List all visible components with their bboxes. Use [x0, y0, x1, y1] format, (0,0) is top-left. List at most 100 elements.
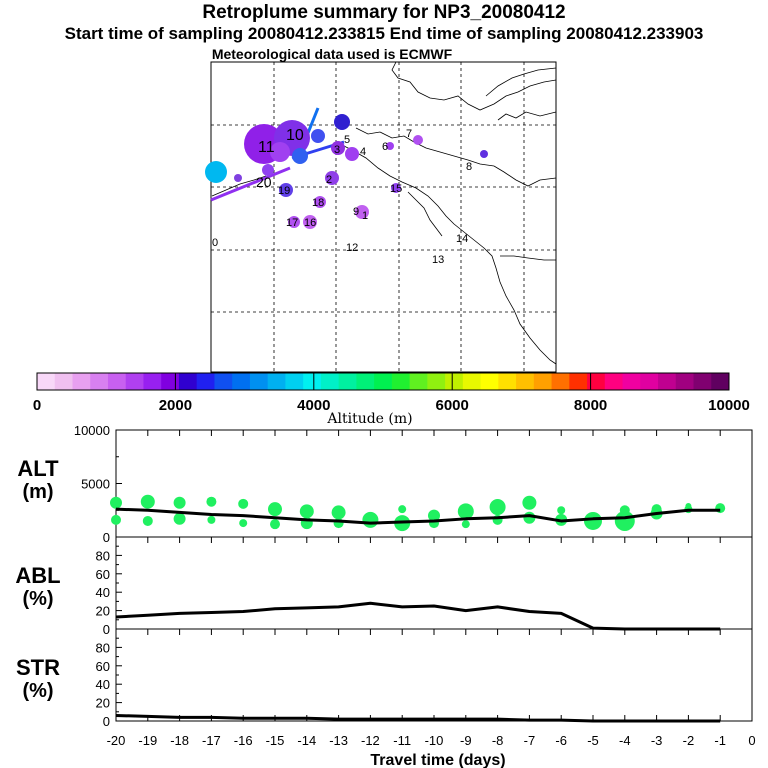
x-axis-label: Travel time (days): [370, 752, 505, 768]
plume-circle: [288, 216, 300, 228]
plume-label: 1: [362, 210, 368, 222]
colorbar-swatch: [427, 373, 446, 390]
plume-circle: [292, 148, 308, 164]
x-tick-label: -19: [138, 733, 157, 748]
plume-circle: [303, 215, 317, 229]
plume-label: 7: [406, 128, 412, 140]
panel-ylabel-alt: ALT: [17, 456, 59, 481]
panel-frame-abl: [115, 536, 753, 630]
plume-label: 3: [334, 144, 340, 156]
plume-label: 9: [353, 206, 359, 218]
colorbar-swatch: [498, 373, 517, 390]
alt-spread-bubble: [111, 514, 121, 525]
y-tick-label: 0: [103, 530, 110, 545]
colorbar-label: Altitude (m): [326, 411, 412, 427]
y-tick-label: 10000: [74, 423, 110, 438]
colorbar-swatch: [409, 373, 428, 390]
colorbar-swatch: [249, 373, 269, 390]
series-line-str: [115, 713, 721, 723]
y-tick-label: 80: [96, 640, 110, 655]
alt-spread-bubble: [206, 496, 217, 507]
x-tick-label: -12: [361, 733, 380, 748]
x-tick-label: -17: [202, 733, 221, 748]
sampling-times: Start time of sampling 20080412.233815 E…: [64, 24, 704, 43]
colorbar-swatch: [445, 373, 464, 390]
y-tick-label: 40: [96, 677, 110, 692]
y-tick-label: 0: [103, 714, 110, 729]
x-tick-label: -20: [107, 733, 126, 748]
trajectory-line-purple: [210, 166, 291, 202]
alt-spread-bubble: [110, 496, 122, 509]
colorbar-frame: [36, 372, 730, 391]
colorbar-swatch: [604, 373, 624, 390]
colorbar-swatch: [533, 373, 553, 390]
colorbar-swatch: [54, 373, 73, 390]
alt-spread-bubble: [142, 515, 153, 526]
colorbar-swatch: [462, 373, 482, 390]
map-frame: [210, 61, 557, 373]
colorbar-swatch: [374, 373, 393, 390]
alt-spread-bubble: [614, 510, 635, 531]
alt-spread-bubble: [398, 505, 407, 514]
y-tick-label: 60: [96, 567, 110, 582]
colorbar-swatch: [125, 373, 144, 390]
alt-spread-bubble: [428, 509, 440, 522]
panel-frame-str: [115, 628, 753, 722]
alt-spread-bubble: [331, 505, 346, 520]
plume-label: 17: [286, 217, 298, 229]
plume-label: 0: [212, 237, 218, 249]
colorbar-swatch: [107, 373, 127, 390]
colorbar-swatch: [143, 373, 162, 390]
plume-circle: [234, 174, 242, 182]
panel-ylabel-unit-str: (%): [22, 680, 53, 702]
x-tick-label: -16: [234, 733, 253, 748]
alt-spread-bubble: [557, 506, 566, 515]
alt-spread-bubble: [173, 512, 186, 525]
series-line-alt: [115, 507, 721, 525]
map-panel: 0 1 12 13 14 15 16 17 18 19 2 3 4 5 6 7 …: [205, 61, 557, 373]
colorbar-swatch: [587, 373, 606, 390]
alt-spread-bubble: [489, 499, 506, 516]
plume-circle: [311, 129, 325, 143]
colorbar-swatch: [622, 373, 641, 390]
alt-spread-bubble: [173, 496, 186, 509]
plume-circle: [205, 161, 227, 183]
plume-label: 16: [304, 217, 316, 229]
y-tick-label: 20: [96, 604, 110, 619]
plume-circle: [325, 171, 339, 185]
x-tick-label: -3: [651, 733, 663, 748]
plume-label: 4: [360, 146, 366, 158]
panel-ylabel-unit-alt: (m): [22, 481, 53, 503]
plume-labels: 0 1 12 13 14 15 16 17 18 19 2 3 4 5 6 7 …: [212, 127, 472, 266]
colorbar-swatch: [391, 373, 411, 390]
plume-circle: [413, 135, 423, 145]
alt-spread-bubble: [461, 520, 470, 529]
plume-circle: [334, 114, 350, 130]
x-tick-label: -5: [587, 733, 599, 748]
colorbar-tick-label: 4000: [297, 397, 330, 414]
colorbar-swatch: [551, 373, 570, 390]
y-tick-label: 0: [103, 622, 110, 637]
x-axis: -20 -19 -18 -17 -16 -15 -14 -13 -12 -11 -10 -9 -8 -7-…: [107, 715, 756, 768]
alt-spread-bubble: [270, 519, 280, 530]
colorbar-swatch: [480, 373, 499, 390]
x-tick-label: -18: [170, 733, 189, 748]
plume-label: 18: [312, 197, 324, 209]
plume-label: 8: [466, 161, 472, 173]
alt-spread-bubble: [207, 515, 216, 524]
colorbar-swatch: [90, 373, 109, 390]
plume-label: 10: [286, 127, 304, 144]
plume-circle: [279, 183, 293, 197]
colorbar-swatch: [232, 373, 251, 390]
alt-spread-bubble: [238, 498, 249, 509]
met-data-label: Meteorological data used is ECMWF: [211, 46, 453, 62]
colorbar-swatch: [267, 373, 286, 390]
panel-ylabel-unit-abl: (%): [22, 588, 53, 610]
x-tick-label: -2: [683, 733, 695, 748]
x-tick-label: -11: [393, 733, 411, 748]
chart-title: Retroplume summary for NP3_20080412: [202, 2, 566, 23]
plume-circles: [205, 114, 488, 229]
colorbar-tick-label: 8000: [574, 397, 607, 414]
plume-circle: [355, 205, 369, 219]
